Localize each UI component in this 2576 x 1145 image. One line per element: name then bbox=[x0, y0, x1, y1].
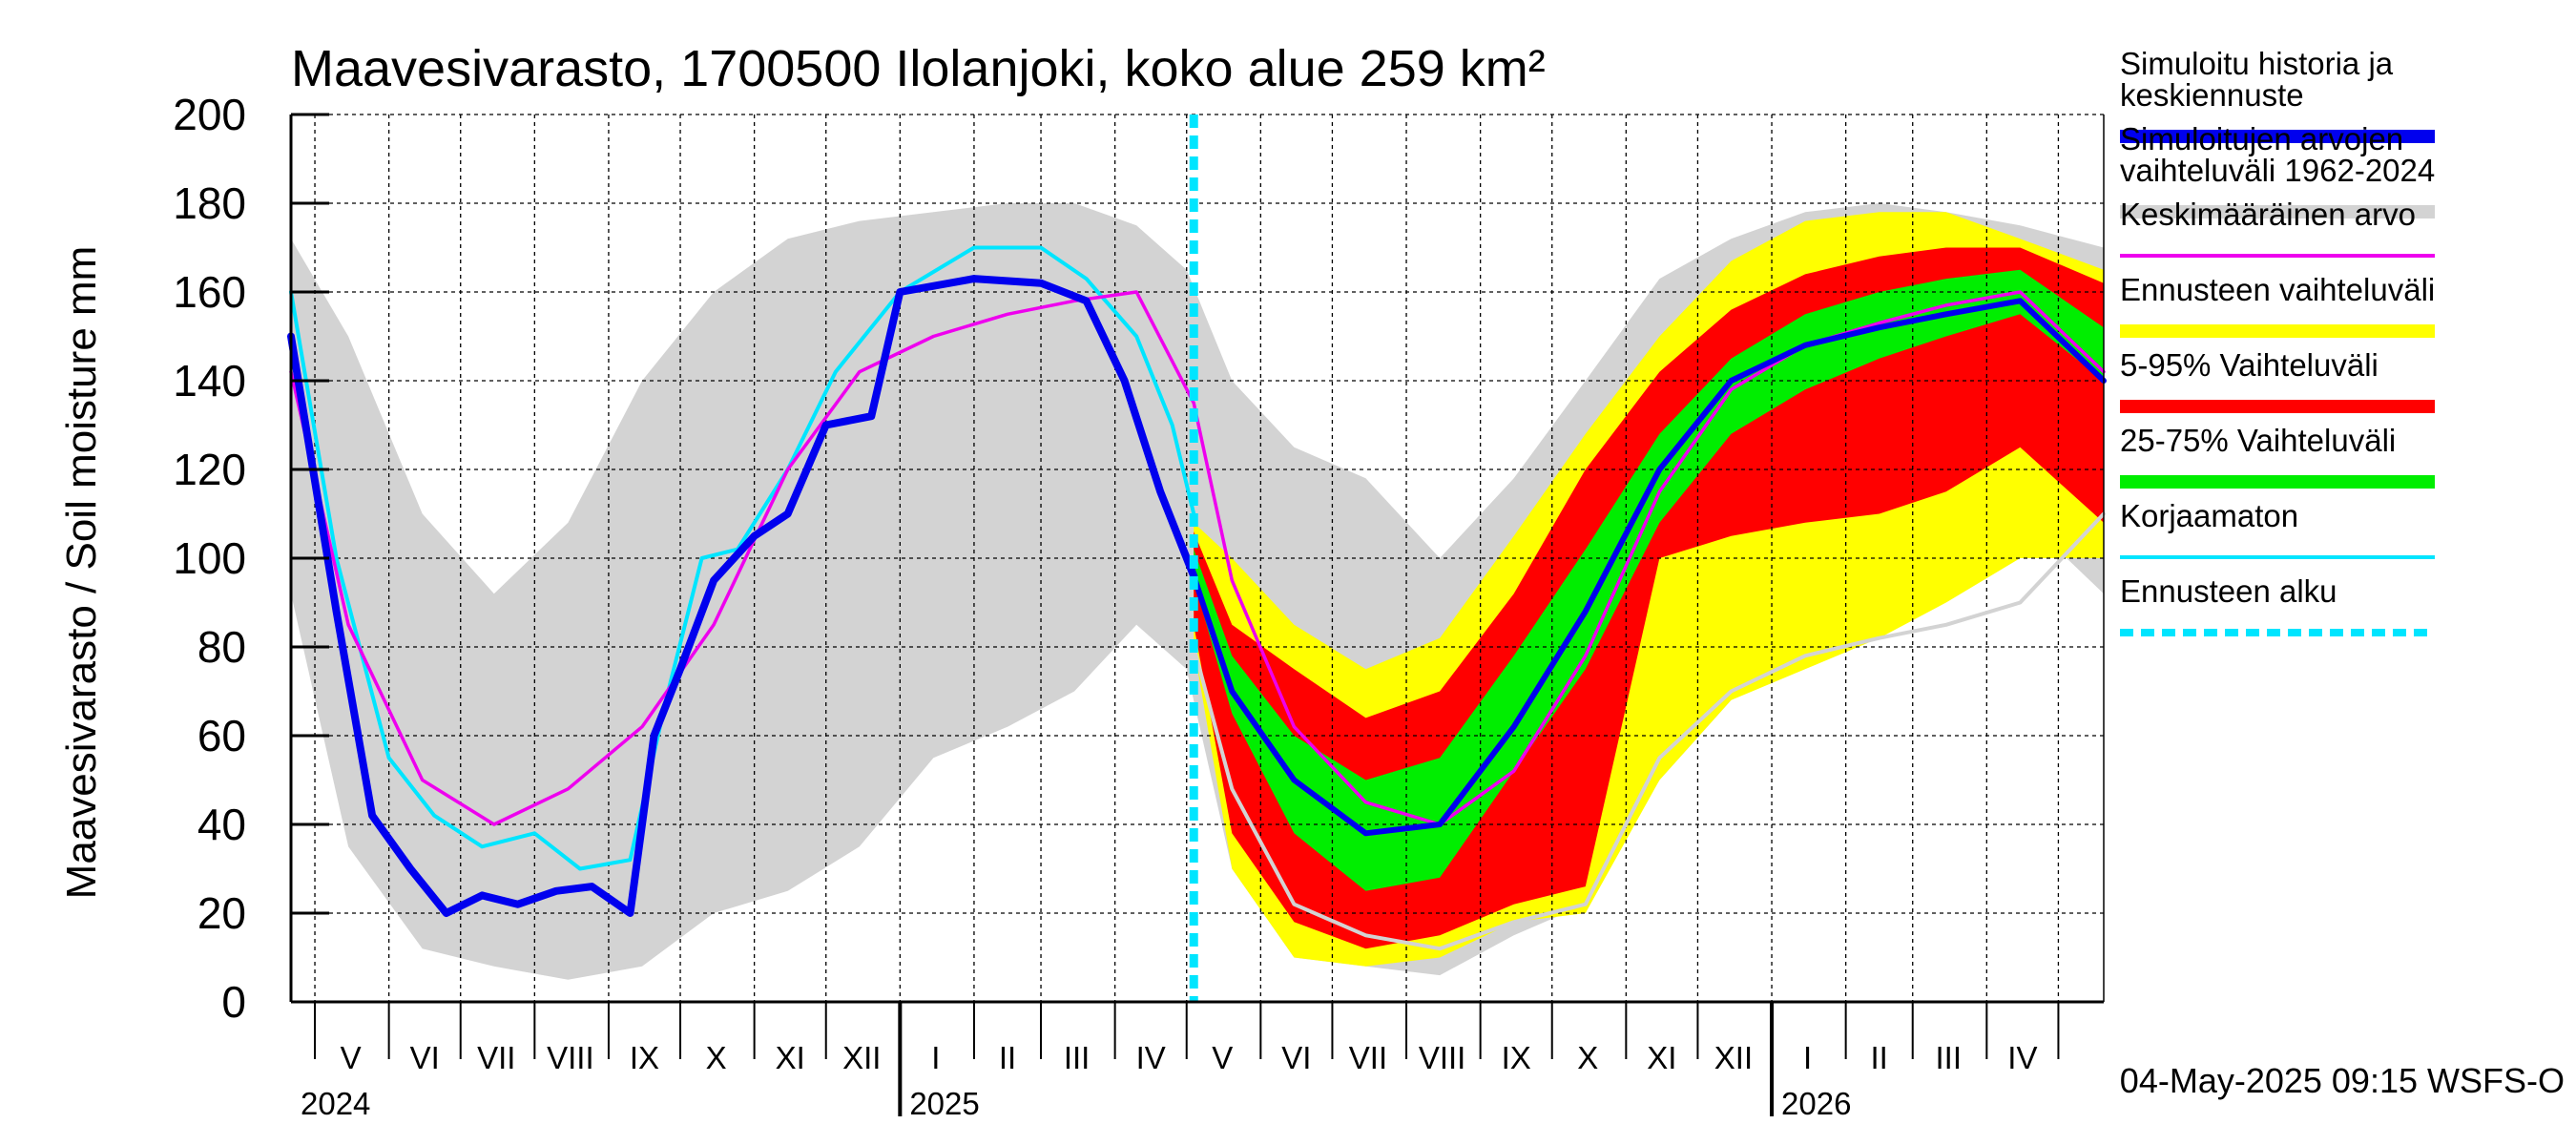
x-month-label: XI bbox=[776, 1040, 805, 1075]
x-month-label: IV bbox=[1136, 1040, 1166, 1075]
legend-label: 25-75% Vaihteluväli bbox=[2120, 423, 2396, 458]
x-month-label: I bbox=[931, 1040, 940, 1075]
x-year-label: 2025 bbox=[909, 1086, 979, 1121]
x-month-label: III bbox=[1936, 1040, 1963, 1075]
x-month-label: IX bbox=[630, 1040, 659, 1075]
x-month-label: V bbox=[1212, 1040, 1233, 1075]
series-line-simuloitu-historia-ja-keskiennuste bbox=[1191, 298, 2107, 837]
timestamp-footer: 04-May-2025 09:15 WSFS-O bbox=[2120, 1061, 2565, 1100]
x-month-label: III bbox=[1064, 1040, 1091, 1075]
legend-label: vaihteluväli 1962-2024 bbox=[2120, 153, 2435, 188]
x-month-label: XI bbox=[1647, 1040, 1676, 1075]
y-axis-label: Maavesivarasto / Soil moisture mm bbox=[58, 246, 105, 900]
x-month-label: II bbox=[1871, 1040, 1888, 1075]
x-month-label: X bbox=[1577, 1040, 1598, 1075]
y-tick-label: 80 bbox=[197, 622, 246, 672]
chart-title: Maavesivarasto, 1700500 Ilolanjoki, koko… bbox=[291, 40, 1546, 97]
x-month-label: VI bbox=[1281, 1040, 1311, 1075]
x-year-label: 2024 bbox=[301, 1086, 370, 1121]
y-tick-label: 120 bbox=[173, 445, 246, 494]
x-month-label: X bbox=[706, 1040, 727, 1075]
x-month-label: VIII bbox=[1419, 1040, 1466, 1075]
series-line-korjaamaton bbox=[289, 245, 1196, 871]
legend-label: Ennusteen alku bbox=[2120, 573, 2337, 609]
y-tick-label: 140 bbox=[173, 356, 246, 406]
x-month-label: VI bbox=[410, 1040, 440, 1075]
x-month-label: IX bbox=[1502, 1040, 1531, 1075]
x-year-label: 2026 bbox=[1781, 1086, 1851, 1121]
legend-label: Simuloitu historia ja bbox=[2120, 46, 2394, 81]
y-tick-label: 0 bbox=[221, 977, 246, 1027]
x-month-label: II bbox=[999, 1040, 1016, 1075]
y-tick-label: 40 bbox=[197, 800, 246, 849]
x-month-label: XII bbox=[1714, 1040, 1753, 1075]
y-tick-label: 20 bbox=[197, 888, 246, 938]
series-line-unlabeled bbox=[1192, 511, 2106, 951]
legend-label: Ennusteen vaihteluväli bbox=[2120, 272, 2435, 307]
legend-label: Korjaamaton bbox=[2120, 498, 2298, 533]
x-month-label: V bbox=[341, 1040, 362, 1075]
legend-label: 5-95% Vaihteluväli bbox=[2120, 347, 2379, 383]
x-month-label: VII bbox=[477, 1040, 515, 1075]
legend-label: Keskimääräinen arvo bbox=[2120, 197, 2416, 232]
legend-label: Simuloitujen arvojen bbox=[2120, 121, 2403, 156]
y-tick-label: 60 bbox=[197, 711, 246, 760]
series-line-simuloitu-historia-ja-keskiennuste bbox=[287, 275, 1198, 917]
y-tick-label: 200 bbox=[173, 90, 246, 139]
x-month-label: XII bbox=[842, 1040, 881, 1075]
y-tick-label: 100 bbox=[173, 533, 246, 583]
y-tick-label: 160 bbox=[173, 267, 246, 317]
legend-label: keskiennuste bbox=[2120, 77, 2304, 113]
x-month-label: VIII bbox=[547, 1040, 594, 1075]
x-month-label: VII bbox=[1349, 1040, 1387, 1075]
x-month-label: IV bbox=[2007, 1040, 2037, 1075]
y-tick-label: 180 bbox=[173, 178, 246, 228]
x-month-label: I bbox=[1803, 1040, 1812, 1075]
